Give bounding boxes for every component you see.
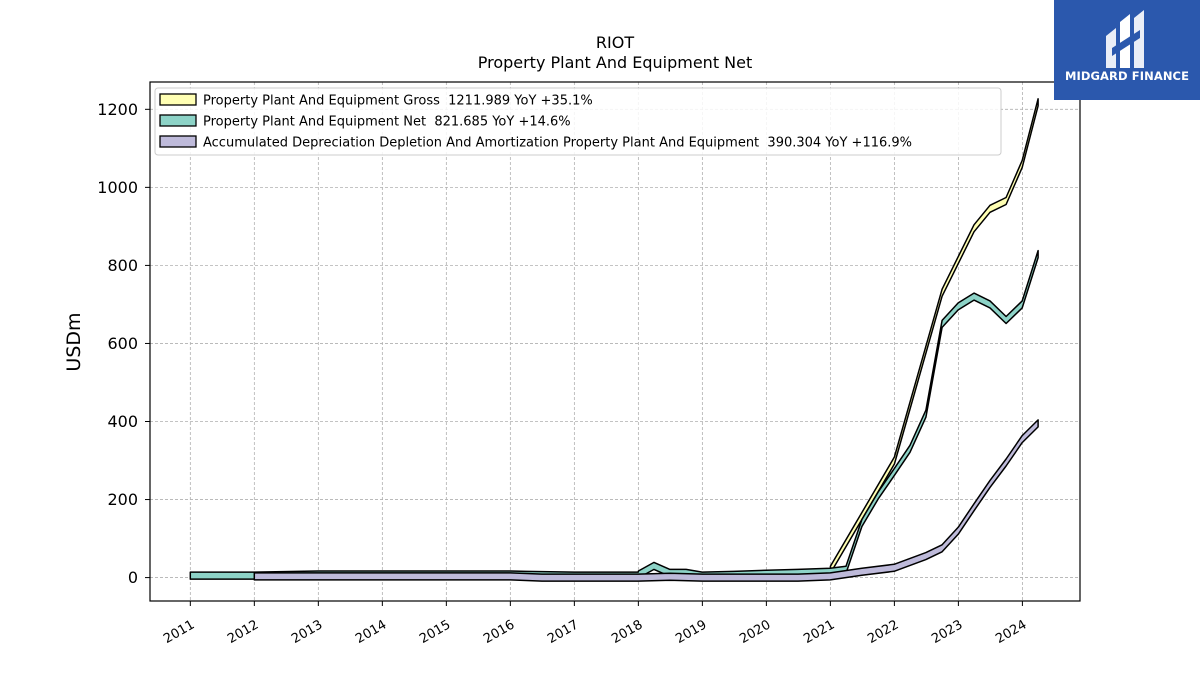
legend-entry-net: Property Plant And Equipment Net 821.685… bbox=[203, 115, 571, 130]
x-tick-label: 2017 bbox=[545, 617, 581, 647]
plot-frame bbox=[149, 81, 1081, 602]
y-tick-label: 800 bbox=[107, 256, 138, 275]
series-gross-band bbox=[829, 98, 1039, 575]
y-axis-label: USDm bbox=[63, 312, 85, 371]
series-accumulated-depreciation-band bbox=[253, 419, 1039, 582]
x-tick-label: 2022 bbox=[865, 617, 901, 647]
legend-entry-gross: Property Plant And Equipment Gross 1211.… bbox=[203, 94, 593, 109]
logo-text: MIDGARD FINANCE bbox=[1064, 69, 1190, 83]
grid-layer bbox=[150, 82, 1080, 601]
x-tick-label: 2015 bbox=[417, 617, 453, 647]
x-tick-label: 2019 bbox=[673, 617, 709, 647]
plot-area-layer bbox=[189, 98, 1039, 582]
legend: Property Plant And Equipment Gross 1211.… bbox=[154, 87, 1002, 156]
series-net-band bbox=[189, 249, 1039, 580]
x-tick-label: 2016 bbox=[481, 617, 517, 647]
y-tick-label: 200 bbox=[107, 490, 138, 509]
legend-box bbox=[154, 87, 1002, 156]
x-tick-label: 2020 bbox=[737, 617, 773, 647]
y-tick-label: 400 bbox=[107, 412, 138, 431]
legend-entry-accumulated-depreciation: Accumulated Depreciation Depletion And A… bbox=[203, 136, 912, 151]
x-tick-label: 2018 bbox=[609, 617, 645, 647]
chart-title: RIOT bbox=[596, 33, 634, 52]
x-tick-label: 2012 bbox=[225, 617, 261, 647]
y-tick-label: 600 bbox=[107, 334, 138, 353]
x-tick-label: 2013 bbox=[289, 617, 325, 647]
legend-swatch-net bbox=[159, 114, 197, 127]
x-tick-label: 2023 bbox=[929, 617, 965, 647]
x-tick-label: 2024 bbox=[993, 617, 1029, 647]
legend-swatch-gross bbox=[159, 93, 197, 106]
x-tick-label: 2011 bbox=[161, 617, 197, 647]
y-tick-label: 0 bbox=[128, 568, 138, 587]
chart-subtitle: Property Plant And Equipment Net bbox=[478, 53, 753, 72]
y-tick-label: 1200 bbox=[97, 100, 138, 119]
legend-swatch-accumulated-depreciation bbox=[159, 135, 197, 148]
logo: MIDGARD FINANCE bbox=[1054, 0, 1200, 100]
x-tick-label: 2021 bbox=[801, 617, 837, 647]
logo-mark-icon bbox=[1106, 10, 1144, 68]
y-tick-label: 1000 bbox=[97, 178, 138, 197]
x-tick-label: 2014 bbox=[353, 617, 389, 647]
